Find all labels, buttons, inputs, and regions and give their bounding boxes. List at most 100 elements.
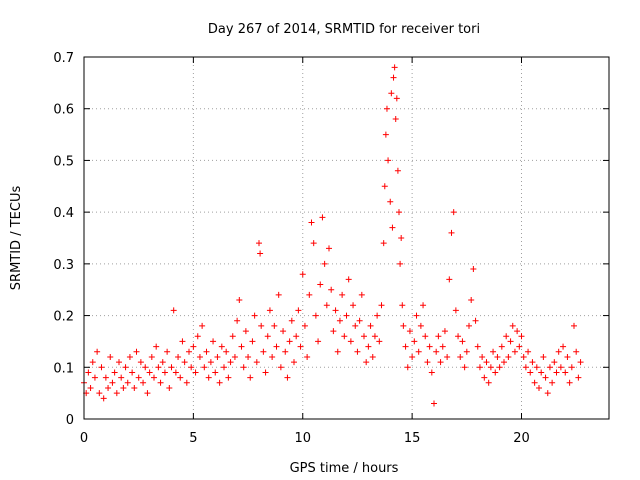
data-point: [319, 214, 326, 221]
data-point: [483, 359, 490, 366]
data-point: [393, 95, 400, 102]
data-point: [291, 359, 297, 366]
data-point: [356, 317, 363, 324]
data-point: [540, 353, 547, 360]
data-point: [350, 302, 357, 309]
data-point: [518, 333, 525, 340]
x-tick-label: 20: [513, 431, 530, 446]
data-point: [566, 379, 573, 386]
data-point: [538, 369, 545, 376]
data-point: [527, 369, 534, 376]
data-point: [390, 74, 397, 81]
data-point: [157, 379, 164, 386]
data-point: [494, 353, 501, 360]
data-point: [533, 364, 540, 371]
data-point: [501, 359, 507, 366]
data-point: [109, 379, 116, 386]
data-point: [238, 343, 245, 350]
data-point: [247, 374, 254, 381]
data-point: [264, 333, 271, 340]
data-point: [105, 384, 112, 391]
data-point: [295, 307, 302, 314]
data-point: [192, 369, 199, 376]
data-point: [271, 322, 278, 329]
x-axis-label: GPS time / hours: [290, 461, 399, 476]
y-tick-label: 0.7: [53, 51, 74, 66]
data-point: [555, 348, 562, 355]
data-point: [161, 369, 168, 376]
data-point: [196, 353, 203, 360]
data-point: [369, 353, 376, 360]
data-points: [81, 64, 584, 407]
data-point: [388, 90, 395, 97]
data-point: [487, 364, 494, 371]
data-point: [402, 343, 409, 350]
data-point: [409, 353, 416, 360]
data-point: [336, 317, 343, 324]
data-point: [575, 374, 582, 381]
data-point: [186, 348, 192, 355]
data-point: [507, 338, 514, 345]
data-point: [260, 348, 267, 355]
data-point: [505, 353, 512, 360]
data-point: [181, 359, 188, 366]
data-point: [546, 364, 553, 371]
data-point: [404, 364, 411, 371]
data-point: [365, 343, 372, 350]
data-point: [352, 322, 359, 329]
data-point: [85, 369, 92, 376]
data-point: [428, 369, 435, 376]
data-point: [422, 333, 429, 340]
data-point: [201, 364, 208, 371]
data-point: [323, 302, 330, 309]
data-point: [229, 333, 236, 340]
data-point: [275, 291, 282, 298]
data-point: [144, 390, 151, 397]
data-point: [339, 291, 346, 298]
data-point: [140, 379, 147, 386]
data-point: [240, 364, 247, 371]
data-point: [433, 348, 440, 355]
data-point: [389, 224, 396, 231]
data-point: [536, 384, 542, 391]
data-point: [490, 348, 497, 355]
data-point: [400, 322, 407, 329]
data-point: [262, 369, 269, 376]
data-point: [560, 343, 567, 350]
data-point: [444, 353, 451, 360]
data-point: [159, 359, 166, 366]
data-point: [273, 343, 280, 350]
x-tick-label: 5: [189, 431, 197, 446]
data-point: [277, 364, 284, 371]
data-point: [424, 359, 431, 366]
x-tick-label: 0: [80, 431, 88, 446]
data-point: [218, 343, 225, 350]
data-point: [426, 343, 433, 350]
data-point: [210, 338, 217, 345]
y-tick-label: 0.2: [53, 310, 74, 325]
data-point: [381, 183, 388, 190]
data-point: [205, 374, 212, 381]
data-point: [385, 157, 392, 164]
data-point: [102, 374, 109, 381]
data-point: [376, 338, 383, 345]
data-point: [509, 322, 516, 329]
data-point: [172, 369, 179, 376]
data-point: [175, 353, 182, 360]
data-point: [328, 286, 335, 293]
data-point: [514, 328, 521, 335]
data-point: [358, 291, 365, 298]
data-point: [398, 235, 405, 241]
data-point: [411, 338, 418, 345]
data-point: [396, 209, 402, 216]
y-tick-label: 0.5: [53, 154, 74, 169]
data-point: [397, 260, 404, 267]
data-point: [399, 302, 406, 309]
data-point: [498, 343, 505, 350]
data-point: [183, 379, 190, 386]
data-point: [282, 348, 289, 355]
data-point: [450, 209, 457, 216]
data-point: [179, 338, 186, 345]
data-point: [441, 328, 448, 335]
